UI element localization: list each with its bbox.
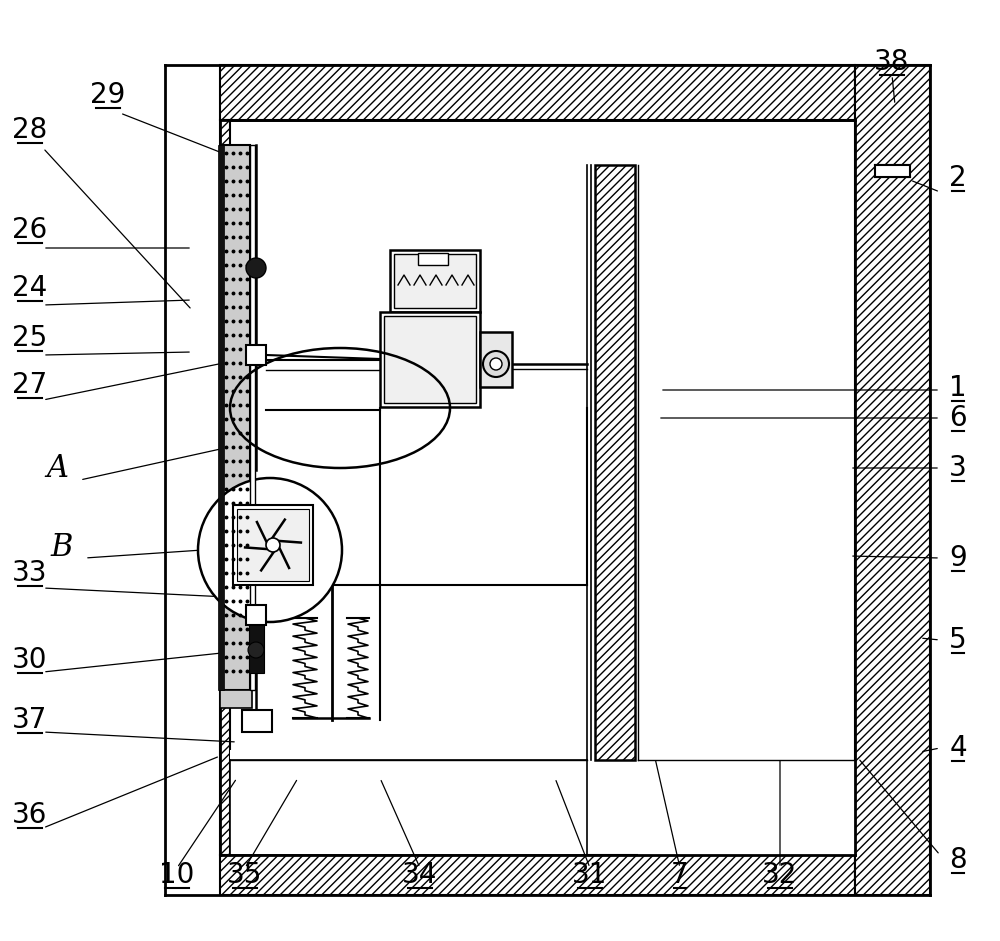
- Bar: [220, 65, 855, 120]
- Bar: [220, 855, 855, 895]
- Bar: [230, 750, 290, 855]
- Circle shape: [266, 538, 280, 552]
- Bar: [249, 625, 264, 673]
- Text: 6: 6: [949, 404, 967, 432]
- Text: 33: 33: [12, 559, 48, 587]
- Circle shape: [248, 642, 264, 658]
- Text: 24: 24: [12, 274, 48, 302]
- Bar: [218, 145, 224, 690]
- Bar: [220, 120, 230, 855]
- Text: A: A: [46, 453, 68, 484]
- Text: 32: 32: [762, 861, 798, 889]
- Text: 37: 37: [12, 706, 48, 734]
- Text: 28: 28: [12, 116, 48, 144]
- Bar: [222, 145, 250, 690]
- Text: 4: 4: [949, 734, 967, 762]
- Text: 27: 27: [12, 371, 48, 399]
- Text: 31: 31: [572, 861, 608, 889]
- Circle shape: [246, 258, 266, 278]
- Text: 1: 1: [949, 374, 967, 402]
- Bar: [638, 760, 855, 855]
- Bar: [220, 690, 252, 708]
- Bar: [390, 250, 480, 312]
- Text: 34: 34: [402, 861, 438, 889]
- Text: 38: 38: [874, 48, 910, 76]
- Circle shape: [198, 478, 342, 622]
- Text: 29: 29: [90, 81, 126, 109]
- Bar: [875, 165, 910, 177]
- Bar: [246, 345, 266, 365]
- Bar: [233, 505, 313, 585]
- Text: 26: 26: [12, 216, 48, 244]
- Text: 2: 2: [949, 164, 967, 192]
- Bar: [418, 253, 448, 265]
- Text: 7: 7: [671, 861, 689, 889]
- Text: 30: 30: [12, 646, 48, 674]
- Text: 8: 8: [949, 846, 967, 874]
- Bar: [220, 120, 855, 855]
- Text: 5: 5: [949, 626, 967, 654]
- Circle shape: [490, 358, 502, 370]
- Text: 25: 25: [12, 324, 48, 352]
- Bar: [380, 312, 480, 407]
- Text: 10: 10: [159, 861, 195, 889]
- Text: 9: 9: [949, 544, 967, 572]
- Text: B: B: [51, 533, 73, 564]
- Text: 3: 3: [949, 454, 967, 482]
- Bar: [242, 710, 272, 732]
- Circle shape: [483, 351, 509, 377]
- Bar: [384, 316, 476, 403]
- Bar: [394, 254, 476, 308]
- Bar: [237, 509, 309, 581]
- Bar: [250, 145, 255, 690]
- Bar: [230, 760, 587, 855]
- Bar: [855, 65, 930, 895]
- Bar: [595, 165, 635, 760]
- Text: 35: 35: [227, 861, 263, 889]
- Bar: [246, 605, 266, 625]
- Text: 36: 36: [12, 801, 48, 829]
- Bar: [480, 332, 512, 387]
